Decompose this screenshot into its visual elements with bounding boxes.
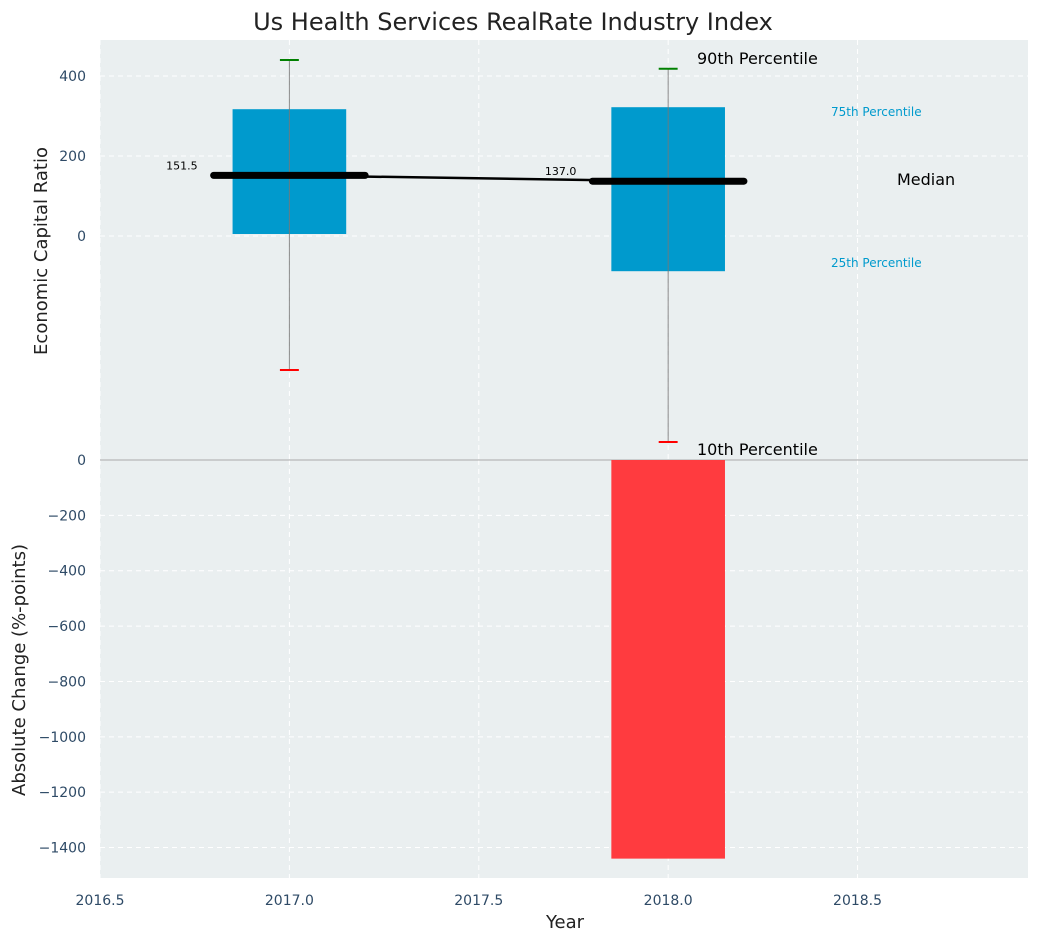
bottom-y-tick-label: −1400	[39, 841, 86, 857]
bottom-y-tick-label: −800	[48, 674, 86, 690]
label-median: Median	[897, 170, 955, 189]
x-tick-label: 2016.5	[76, 893, 125, 909]
label-75th-percentile: 75th Percentile	[831, 105, 922, 119]
bottom-y-tick-label: −400	[48, 564, 86, 580]
bottom-plot-area	[100, 460, 1028, 878]
label-90th-percentile: 90th Percentile	[697, 49, 818, 68]
bottom-y-axis-label: Absolute Change (%-points)	[9, 544, 30, 796]
bottom-y-tick-label: −1200	[39, 785, 86, 801]
median-value-label: 137.0	[545, 165, 577, 178]
median-value-label: 151.5	[166, 159, 198, 172]
x-tick-label: 2018.5	[833, 893, 882, 909]
bottom-y-tick-label: 0	[77, 453, 86, 469]
bottom-y-tick-label: −600	[48, 619, 86, 635]
label-25th-percentile: 25th Percentile	[831, 256, 922, 270]
top-plot-area	[100, 40, 1028, 460]
x-tick-label: 2017.5	[454, 893, 503, 909]
chart-title: Us Health Services RealRate Industry Ind…	[253, 8, 773, 36]
change-bars	[611, 460, 725, 859]
x-tick-label: 2017.0	[265, 893, 314, 909]
bottom-y-tick-label: −200	[48, 508, 86, 524]
bottom-y-tick-label: −1000	[39, 730, 86, 746]
x-tick-label: 2018.0	[644, 893, 693, 909]
label-10th-percentile: 10th Percentile	[697, 440, 818, 459]
top-y-axis-label: Economic Capital Ratio	[31, 147, 52, 355]
axis-ticks: 2016.5 2017.0 2017.5 2018.0 2018.5 400 200 0 0 −2…	[39, 69, 882, 909]
top-y-tick-label: 200	[59, 149, 86, 165]
change-bar	[611, 460, 725, 859]
percentile-boxes: 151.5 137.0	[166, 59, 748, 443]
top-y-tick-label: 0	[77, 229, 86, 245]
top-y-tick-label: 400	[59, 69, 86, 85]
x-axis-label: Year	[545, 912, 585, 933]
